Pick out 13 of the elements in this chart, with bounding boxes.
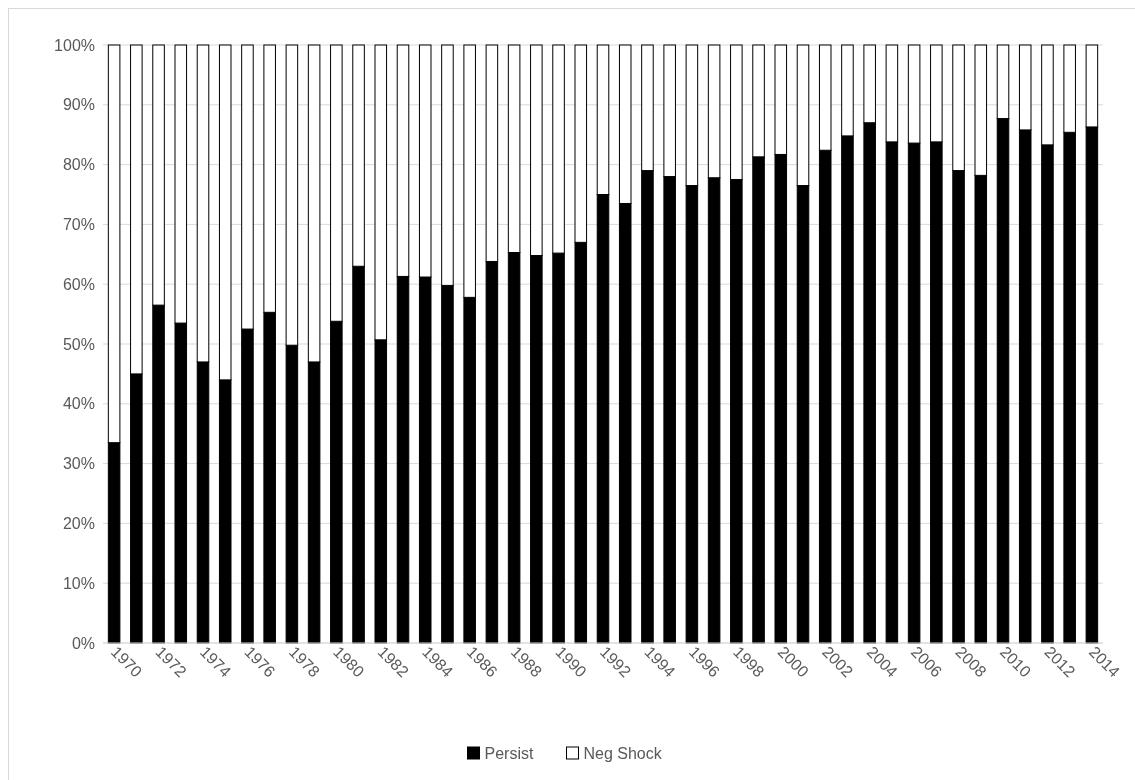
y-tick-label: 100% [54,36,95,54]
y-tick-label: 80% [62,156,95,174]
y-tick-label: 50% [62,335,95,353]
y-tick-label: 70% [62,216,95,233]
y-tick-label: 40% [62,395,95,413]
y-tick-label: 0% [71,634,95,652]
legend-label: Persist [484,744,534,762]
y-tick-label: 30% [62,455,95,473]
y-tick-label: 90% [62,96,95,114]
y-tick-label: 20% [62,515,95,532]
y-tick-label: 60% [62,275,95,293]
y-tick-label: 10% [62,574,95,592]
legend-label: Neg Shock [583,744,663,762]
